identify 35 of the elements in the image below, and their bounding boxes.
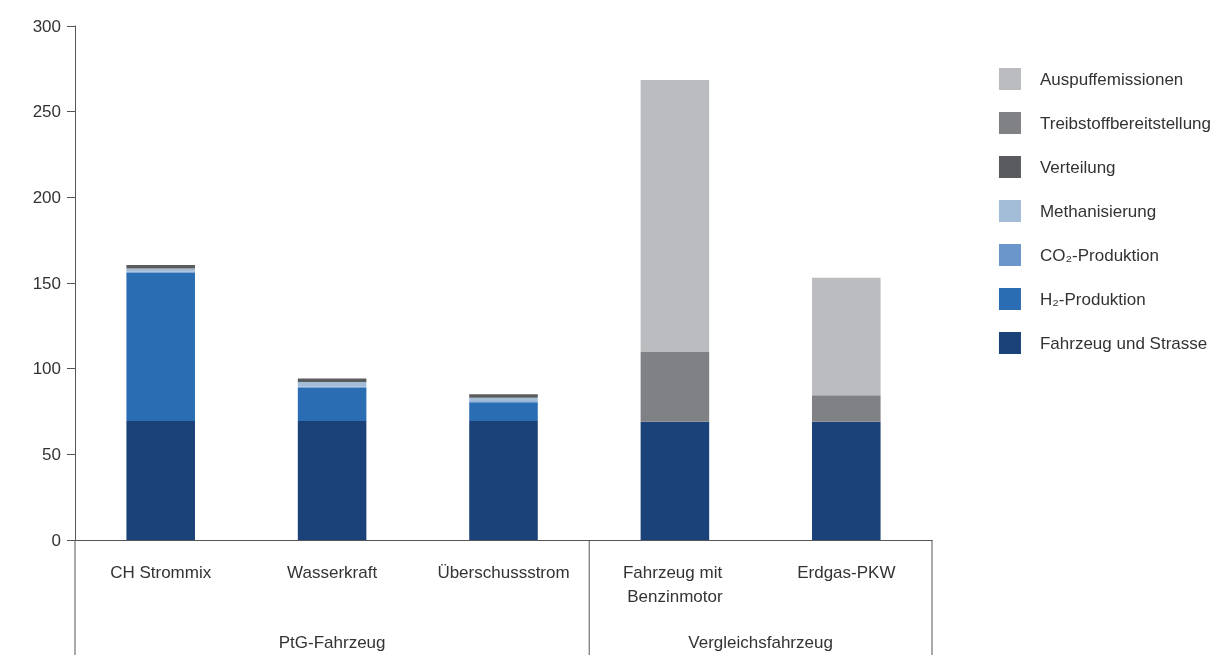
y-tick-label: 100 <box>32 359 61 379</box>
y-tick-label: 50 <box>42 444 61 464</box>
bar <box>297 420 367 540</box>
y-tick-label: 0 <box>51 530 61 550</box>
text: Vergleichsfahrzeug <box>688 633 833 652</box>
bar <box>297 387 367 421</box>
legend-label: Methanisierung <box>1039 201 1157 221</box>
y-tick-label: 300 <box>32 16 61 36</box>
x-tick-label: CH Strommix <box>110 562 212 582</box>
legend-label: Auspuffemissionen <box>1039 69 1184 89</box>
bar <box>640 351 710 422</box>
y-tick-label: 200 <box>32 187 61 207</box>
y-tick-label: 250 <box>32 102 61 122</box>
bar <box>297 382 367 387</box>
x-tick-label: Überschussstrom <box>437 562 570 582</box>
bar <box>812 421 881 540</box>
x-tick-label: Fahrzeug mit Benzinmotor <box>622 562 727 606</box>
y-tick-label: 150 <box>32 273 61 293</box>
legend-label: H₂-Produktion <box>1039 289 1146 309</box>
legend-label: CO₂-Produktion <box>1039 245 1160 265</box>
legend-label: Fahrzeug und Strasse <box>1039 333 1208 353</box>
x-tick-label: Erdgas-PKW <box>797 562 896 582</box>
bar <box>126 420 195 540</box>
bar <box>812 277 881 396</box>
bar <box>812 395 881 422</box>
bar <box>126 272 195 421</box>
legend-label: Verteilung <box>1039 157 1116 177</box>
x-tick-label: Wasserkraft <box>287 562 378 582</box>
bar <box>469 402 538 421</box>
legend-label: Treibstoffbereitstellung <box>1039 113 1212 133</box>
bar <box>469 394 538 398</box>
bar <box>469 420 538 540</box>
bar <box>640 79 710 352</box>
bar <box>640 421 710 540</box>
text: PtG-Fahrzeug <box>278 633 386 652</box>
